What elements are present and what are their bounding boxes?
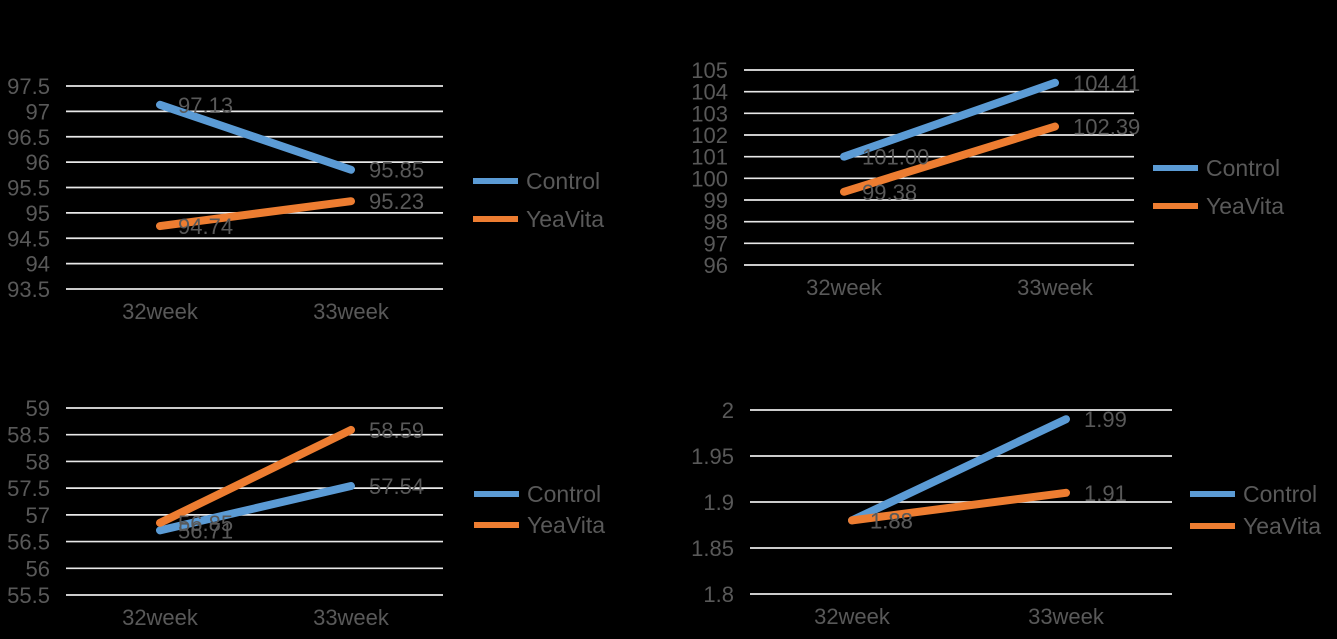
- svg-text:33week: 33week: [313, 605, 390, 630]
- svg-text:55.5: 55.5: [7, 583, 50, 608]
- svg-text:57.5: 57.5: [7, 476, 50, 501]
- svg-text:59: 59: [26, 396, 50, 421]
- svg-text:95.5: 95.5: [7, 176, 50, 201]
- svg-text:Control: Control: [1206, 155, 1280, 181]
- svg-text:96: 96: [26, 150, 50, 175]
- svg-text:95.23: 95.23: [369, 189, 424, 214]
- svg-text:32week: 32week: [814, 604, 891, 629]
- svg-text:YeaVita: YeaVita: [1206, 193, 1284, 219]
- svg-text:95.85: 95.85: [369, 158, 424, 183]
- svg-text:2: 2: [722, 398, 734, 423]
- svg-text:58: 58: [26, 449, 50, 474]
- svg-text:33week: 33week: [313, 299, 390, 324]
- svg-text:Control: Control: [526, 168, 600, 194]
- svg-text:1.9: 1.9: [703, 490, 734, 515]
- svg-text:97: 97: [26, 99, 50, 124]
- svg-text:97.13: 97.13: [178, 93, 233, 118]
- svg-text:1.95: 1.95: [691, 444, 734, 469]
- svg-text:98: 98: [704, 210, 728, 235]
- svg-text:33week: 33week: [1017, 275, 1094, 300]
- svg-text:YeaVita: YeaVita: [526, 206, 604, 232]
- svg-text:1.8: 1.8: [703, 582, 734, 607]
- svg-text:96.5: 96.5: [7, 125, 50, 150]
- svg-text:1.99: 1.99: [1084, 407, 1127, 432]
- svg-text:32week: 32week: [122, 299, 199, 324]
- svg-text:94.5: 94.5: [7, 226, 50, 251]
- svg-text:99.38: 99.38: [862, 180, 917, 205]
- svg-text:97.5: 97.5: [7, 74, 50, 99]
- svg-text:104: 104: [691, 80, 728, 105]
- svg-text:1.85: 1.85: [691, 536, 734, 561]
- svg-text:96: 96: [704, 253, 728, 278]
- svg-text:105: 105: [691, 58, 728, 83]
- svg-text:1.91: 1.91: [1084, 481, 1127, 506]
- svg-text:99: 99: [704, 188, 728, 213]
- svg-text:Control: Control: [527, 481, 601, 507]
- svg-text:94.74: 94.74: [178, 214, 233, 239]
- svg-text:56.85: 56.85: [178, 511, 233, 536]
- svg-text:103: 103: [691, 101, 728, 126]
- svg-text:100: 100: [691, 166, 728, 191]
- svg-text:57: 57: [26, 503, 50, 528]
- svg-text:1.88: 1.88: [870, 508, 913, 533]
- svg-text:97: 97: [704, 231, 728, 256]
- svg-text:101.00: 101.00: [862, 145, 929, 170]
- svg-text:102: 102: [691, 123, 728, 148]
- svg-text:95: 95: [26, 201, 50, 226]
- svg-text:57.54: 57.54: [369, 474, 424, 499]
- svg-text:94: 94: [26, 252, 50, 277]
- svg-text:32week: 32week: [806, 275, 883, 300]
- svg-text:56: 56: [26, 556, 50, 581]
- svg-text:104.41: 104.41: [1073, 71, 1140, 96]
- svg-text:93.5: 93.5: [7, 277, 50, 302]
- svg-text:32week: 32week: [122, 605, 199, 630]
- svg-text:58.59: 58.59: [369, 418, 424, 443]
- svg-text:56.5: 56.5: [7, 530, 50, 555]
- svg-text:YeaVita: YeaVita: [1243, 513, 1321, 539]
- svg-text:58.5: 58.5: [7, 423, 50, 448]
- svg-text:YeaVita: YeaVita: [527, 512, 605, 538]
- svg-text:102.39: 102.39: [1073, 115, 1140, 140]
- svg-text:33week: 33week: [1028, 604, 1105, 629]
- svg-text:Control: Control: [1243, 481, 1317, 507]
- svg-text:101: 101: [691, 145, 728, 170]
